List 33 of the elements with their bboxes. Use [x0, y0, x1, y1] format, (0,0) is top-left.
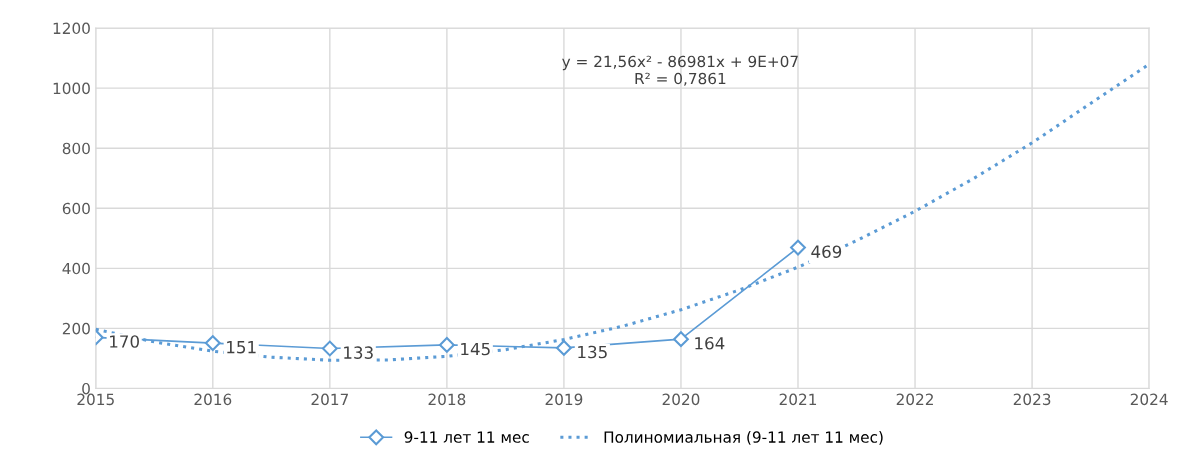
y-tick-label: 400 — [62, 262, 90, 275]
y-tick-label: 200 — [62, 322, 90, 335]
x-tick-label: 2021 — [779, 393, 817, 406]
point — [438, 336, 455, 353]
legend-label: 9-11 лет 11 мес — [404, 431, 529, 443]
x-tick-label: 2016 — [194, 393, 232, 406]
x-tick-label: 2020 — [662, 393, 700, 406]
point — [321, 340, 338, 357]
data-label: 145 — [461, 342, 490, 356]
data-label: 170 — [110, 335, 139, 348]
y-tick-label: 1200 — [53, 22, 90, 35]
y-tick-label: 800 — [62, 142, 90, 155]
x-tick-label: 2015 — [77, 393, 114, 406]
y-tick-label: 600 — [62, 202, 90, 215]
x-tick-label: 2022 — [896, 393, 933, 406]
data-label: 135 — [578, 345, 607, 359]
y-tick-label: 1000 — [53, 82, 90, 95]
x-tick-label: 2018 — [428, 393, 466, 406]
data-label: 151 — [227, 341, 256, 354]
x-tick-label: 2019 — [545, 393, 583, 406]
y-tick-label: 0 — [82, 382, 90, 395]
x-tick-label: 2024 — [1130, 393, 1168, 406]
point — [556, 339, 572, 356]
point — [204, 335, 221, 352]
point — [790, 239, 806, 256]
data-label: 469 — [811, 245, 842, 258]
x-tick-label: 2023 — [1013, 393, 1051, 406]
legend-label: Полиномиальная (9-11 лет 11 мес) — [604, 431, 883, 445]
annotation: y = 21,56x² - 86981x + 9E+07 R² = 0,7861 — [562, 55, 798, 86]
x-tick-label: 2017 — [311, 393, 348, 406]
data-label: 133 — [344, 346, 373, 359]
point — [673, 331, 689, 348]
data-label: 164 — [695, 336, 725, 350]
